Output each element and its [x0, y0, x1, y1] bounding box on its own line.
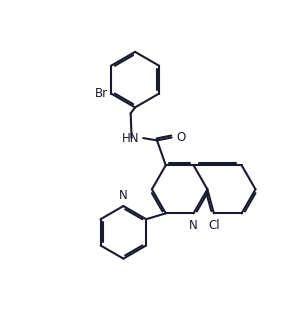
Text: Cl: Cl: [208, 219, 220, 231]
Text: N: N: [189, 219, 198, 231]
Text: HN: HN: [122, 132, 140, 145]
Text: N: N: [119, 189, 128, 202]
Text: O: O: [176, 131, 185, 144]
Text: Br: Br: [94, 87, 108, 100]
